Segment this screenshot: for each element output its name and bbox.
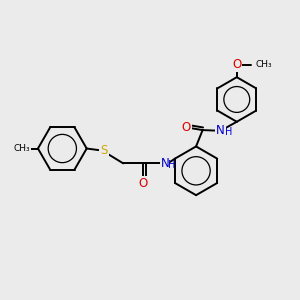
Text: CH₃: CH₃ (14, 144, 30, 153)
Text: S: S (100, 144, 108, 158)
Text: O: O (139, 177, 148, 190)
Text: N: N (216, 124, 225, 137)
Text: CH₃: CH₃ (256, 60, 272, 69)
Text: O: O (232, 58, 242, 71)
Text: O: O (182, 121, 191, 134)
Text: H: H (225, 128, 232, 137)
Text: N: N (160, 157, 169, 170)
Text: H: H (168, 160, 176, 170)
